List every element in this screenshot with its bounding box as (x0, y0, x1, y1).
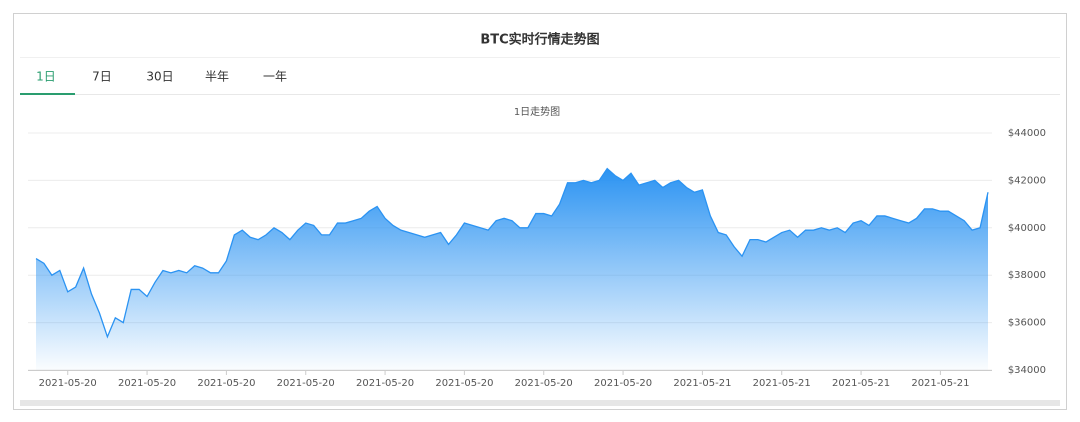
y-tick-label: $42000 (1008, 175, 1046, 186)
x-tick-label: 2021-05-21 (753, 378, 811, 389)
y-tick-label: $36000 (1008, 318, 1046, 329)
tab[interactable]: 1日 (36, 70, 56, 84)
y-tick-label: $44000 (1008, 128, 1046, 139)
y-tick-label: $40000 (1008, 223, 1046, 234)
tab[interactable]: 30日 (146, 70, 173, 84)
x-tick-label: 2021-05-20 (39, 378, 97, 389)
x-tick-label: 2021-05-20 (197, 378, 255, 389)
x-tick-label: 2021-05-20 (594, 378, 652, 389)
x-tick-label: 2021-05-20 (356, 378, 414, 389)
x-tick-label: 2021-05-20 (435, 378, 493, 389)
x-tick-label: 2021-05-20 (515, 378, 573, 389)
x-tick-label: 2021-05-21 (832, 378, 890, 389)
x-tick-label: 2021-05-21 (673, 378, 731, 389)
price-line (35, 167, 989, 339)
chart-title: 1日走势图 (514, 105, 560, 118)
scrollbar[interactable] (20, 400, 1060, 406)
tab[interactable]: 7日 (92, 70, 112, 84)
area-fill (36, 168, 988, 370)
tab[interactable]: 半年 (205, 70, 229, 84)
x-tick-label: 2021-05-20 (277, 378, 335, 389)
y-tick-label: $34000 (1008, 365, 1046, 376)
page-title: BTC实时行情走势图 (480, 32, 599, 48)
x-tick-label: 2021-05-20 (118, 378, 176, 389)
tab[interactable]: 一年 (263, 70, 287, 84)
x-tick-label: 2021-05-21 (911, 378, 969, 389)
y-tick-label: $38000 (1008, 270, 1046, 281)
